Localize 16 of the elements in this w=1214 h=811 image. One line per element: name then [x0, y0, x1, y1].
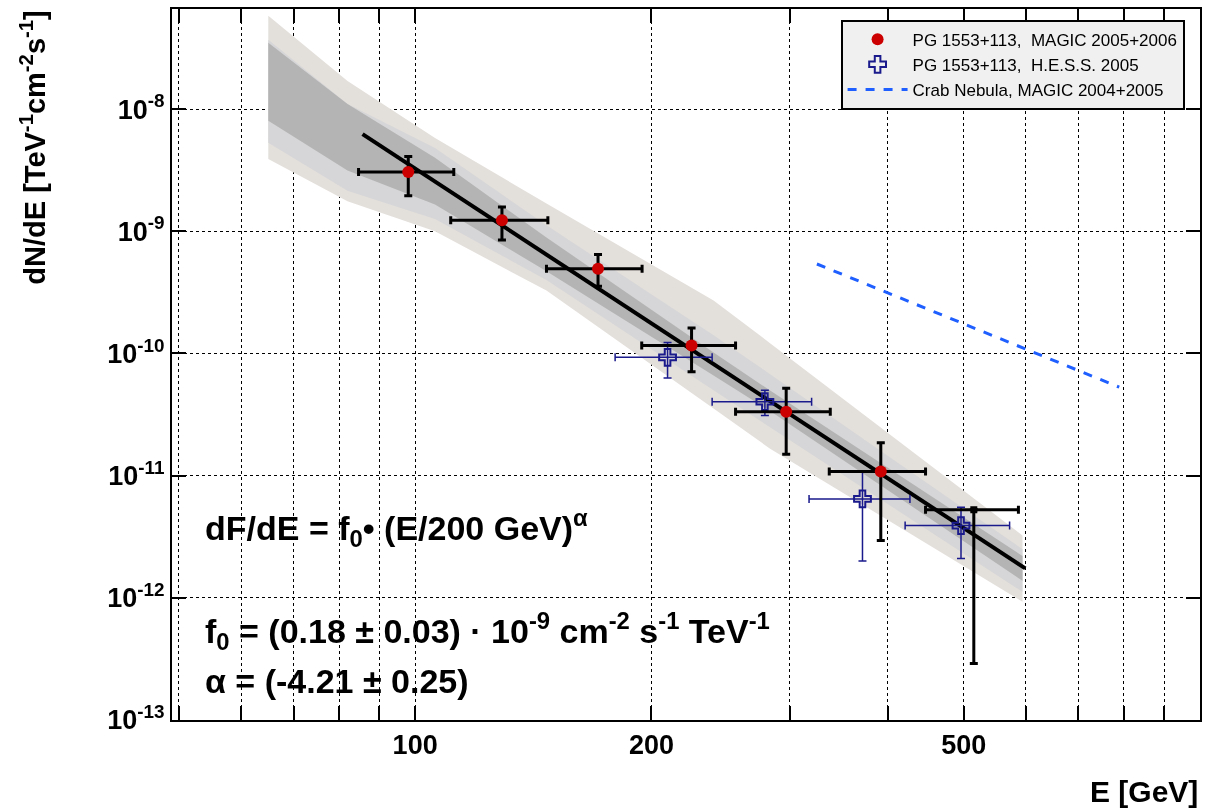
y-tick-label: 10$^{-12}$ [107, 578, 165, 614]
text: f$_{0}$ = (0.18 ± 0.03) · 10$^{-9}$ cm$^{-2}$ s$^{-1}$ TeV$^{-1}$ [205, 607, 770, 656]
x-tick-label: 500 [941, 730, 987, 761]
y-tick-label: 10$^{-11}$ [108, 456, 165, 492]
y-tick-label: 10$^{-13}$ [107, 701, 165, 736]
annotation: dF/dE = f$_{0}$• (E/200 GeV)$^{α}$ [205, 504, 589, 553]
x-tick-label: 100 [392, 730, 438, 761]
x-tick-label: 200 [628, 730, 674, 761]
y-tick-label: 10$^{-8}$ [117, 90, 165, 125]
y-tick-label: 10$^{-10}$ [107, 334, 165, 369]
legend-label: Crab Nebula, MAGIC 2004+2005 [912, 81, 1164, 101]
annotation: α = (-4.21 ± 0.25) [205, 662, 469, 700]
y-tick-label: 10$^{-9}$ [117, 212, 165, 247]
legend-label: PG 1553+113, MAGIC 2005+2006 [912, 30, 1177, 50]
x-axis-title: E [GeV] [1090, 775, 1199, 808]
legend-label: PG 1553+113, H.E.S.S. 2005 [912, 55, 1139, 75]
